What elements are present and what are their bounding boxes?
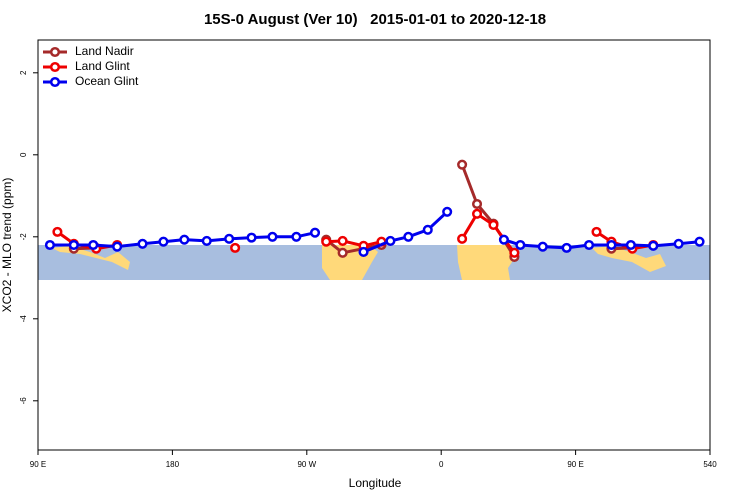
point [321,236,332,247]
legend-marker [49,76,61,88]
point [68,239,79,251]
series-line [503,238,700,250]
point [673,238,684,249]
point [694,236,705,247]
point [337,235,348,246]
point [403,231,414,242]
legend-label: Land Glint [75,59,130,73]
x-tick-label: 0 [439,460,444,469]
point [291,231,302,242]
point [422,224,433,235]
point [488,219,499,230]
point [606,239,617,251]
point [158,236,169,247]
point [112,241,123,252]
legend-label: Ocean Glint [75,74,139,88]
point [537,241,548,252]
point [88,239,99,251]
point [471,198,483,210]
point [442,206,453,217]
point [515,239,526,251]
point [583,239,595,251]
point [509,247,520,258]
point [471,208,483,219]
x-axis-label: Longitude [349,476,402,490]
point [648,240,659,251]
y-tick-label: -2 [19,233,28,241]
series-line [326,239,382,248]
map-strip [38,245,710,280]
point [230,242,241,253]
legend-marker [49,46,61,58]
y-tick-label: 0 [19,152,28,157]
x-tick-label: 90 E [30,460,46,469]
point [337,247,348,258]
plot-frame [37,39,711,451]
x-tick-label: 180 [166,460,180,469]
legend-marker [49,61,61,73]
legend-label: Land Nadir [75,44,134,58]
point [561,242,572,253]
x-tick-label: 90 E [567,460,583,469]
point [625,239,636,251]
y-axis-label: XCO2 - MLO trend (ppm) [0,178,14,313]
point [224,233,235,244]
y-tick-label: -6 [19,397,28,405]
point [385,235,396,246]
point [137,238,148,249]
point [457,233,468,244]
point [201,235,212,246]
point [591,226,602,237]
x-tick-label: 90 W [297,460,316,469]
point [44,239,55,251]
point [358,246,369,258]
point [457,159,468,170]
y-tick-label: 2 [19,70,28,75]
point [498,234,509,245]
point [246,232,257,243]
point [179,234,190,245]
x-tick-label: 540 [703,460,717,469]
point [309,227,321,238]
point [52,226,63,237]
y-tick-label: -4 [19,315,28,323]
point [267,231,278,242]
chart-title: 15S-0 August (Ver 10) 2015-01-01 to 2020… [204,11,546,28]
